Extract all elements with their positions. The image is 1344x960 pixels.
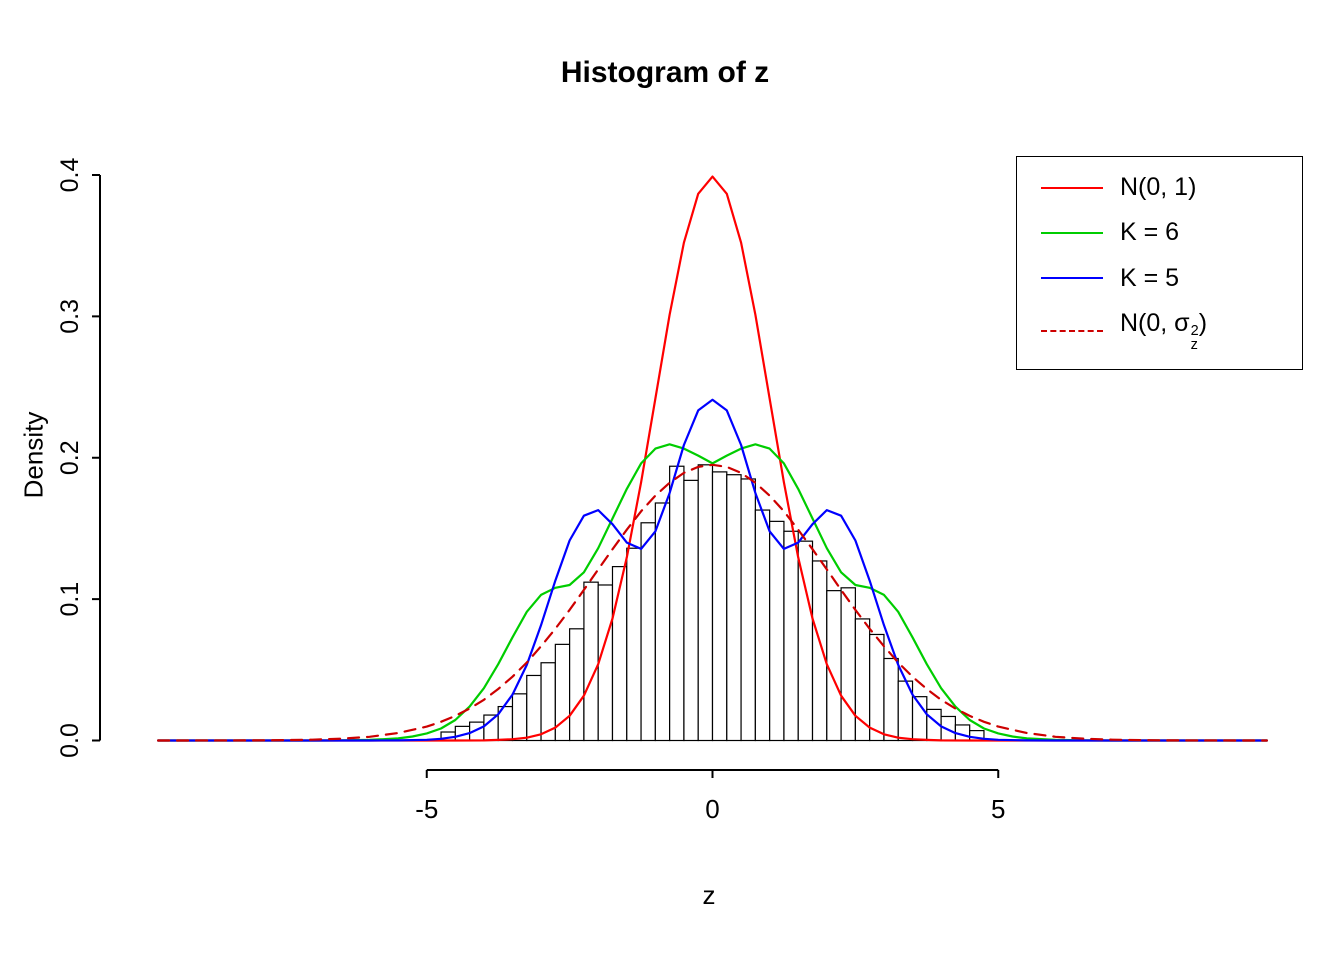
x-tick-label: 0 [705, 794, 719, 824]
legend-label-n0sigmaz-pre: N(0, σ [1120, 308, 1190, 337]
histogram-bar [869, 633, 885, 742]
histogram-bar [569, 628, 585, 742]
legend-line-k6 [1041, 231, 1103, 234]
y-tick-label: 0.2 [56, 440, 84, 475]
legend-line-k5 [1041, 277, 1103, 280]
histogram-bar [654, 502, 671, 742]
legend-row-n01: N(0, 1) [1017, 173, 1302, 202]
y-tick-label: 0.4 [56, 158, 84, 193]
legend-label-n0sigmaz-sub: z [1190, 337, 1198, 354]
legend-line-n01 [1041, 186, 1103, 189]
curve-k5 [157, 398, 1268, 742]
legend-label-n0sigmaz-post: ) [1198, 308, 1208, 337]
histogram-bar [726, 474, 742, 742]
legend-label-n0sigmaz: N(0, σ 2 z) [1120, 309, 1207, 353]
histogram-bar [840, 587, 856, 742]
histogram-bar [583, 581, 599, 742]
histogram-bar [640, 522, 656, 742]
histogram-bar [526, 674, 542, 742]
curve-n0sigmaz [157, 463, 1268, 742]
histogram-bar [769, 520, 785, 742]
legend-label-k6: K = 6 [1120, 218, 1180, 247]
histogram-bar [740, 478, 756, 742]
histogram-bar [683, 479, 699, 742]
histogram-bar [597, 584, 614, 742]
histogram-bar [826, 590, 842, 742]
histogram-bar [697, 464, 714, 742]
histogram-bar [783, 530, 799, 742]
curve-k6 [157, 443, 1268, 742]
histogram-bar [511, 693, 528, 742]
legend-label-k5: K = 5 [1120, 263, 1180, 292]
y-tick-label: 0.1 [56, 582, 84, 617]
legend: N(0, 1) K = 6 K = 5 N(0, σ 2 z) [1016, 156, 1303, 370]
legend-line-n0sigmaz [1041, 329, 1103, 332]
histogram-bar [811, 560, 828, 742]
curve-n01 [157, 175, 1268, 742]
x-tick-label: 5 [991, 794, 1005, 824]
histogram-bar [626, 547, 642, 742]
legend-row-k6: K = 6 [1017, 218, 1302, 247]
y-tick-label: 0.3 [56, 299, 84, 334]
histogram-bar [483, 714, 499, 742]
legend-row-k5: K = 5 [1017, 264, 1302, 293]
histogram-bar [711, 471, 728, 742]
legend-label-n01: N(0, 1) [1120, 173, 1197, 202]
histogram-bar [669, 465, 685, 742]
legend-row-n0sigmaz: N(0, σ 2 z) [1017, 309, 1302, 353]
x-axis-label: z [702, 880, 716, 910]
y-axis-label: Density [18, 411, 49, 499]
legend-label-n0sigmaz-sup: 2 [1190, 323, 1199, 340]
histogram-bar [754, 509, 771, 742]
y-tick-label: 0.0 [56, 723, 84, 758]
histogram-bar [883, 657, 899, 742]
x-tick-label: -5 [415, 794, 438, 824]
chart-title: Histogram of z [560, 56, 770, 89]
